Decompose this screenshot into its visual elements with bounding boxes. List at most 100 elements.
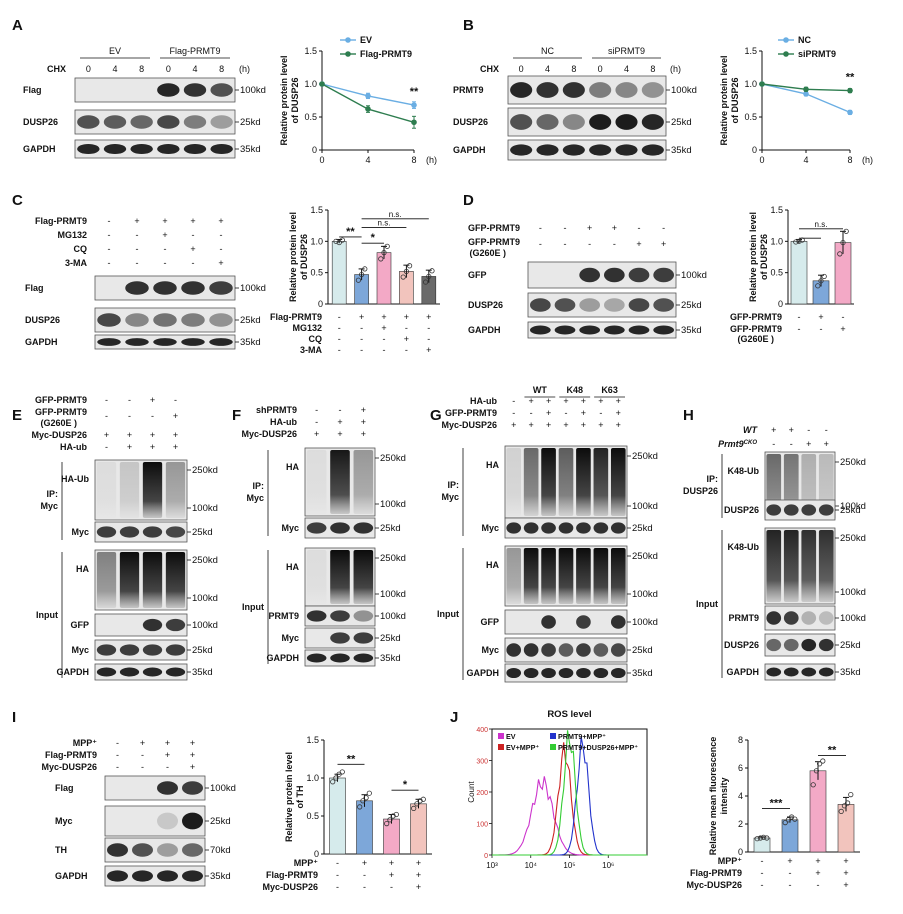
time-point: 4 xyxy=(192,64,197,74)
mw-marker: 100kd xyxy=(632,501,658,512)
treatment-sign: + xyxy=(581,396,586,406)
treatment-sign: + xyxy=(150,442,155,452)
mw-marker: 35kd xyxy=(240,144,261,155)
time-point: 8 xyxy=(650,64,655,74)
treatment-sign: - xyxy=(588,239,591,249)
treatment-label: Myc-DUSP26 xyxy=(41,762,97,772)
replicate-point xyxy=(366,790,372,796)
treatment-label: Myc-DUSP26 xyxy=(31,430,87,440)
treatment-sign: - xyxy=(136,258,139,268)
treatment-sign: + xyxy=(587,223,592,233)
y-tick-label: 0.5 xyxy=(306,811,319,821)
treatment-sign: - xyxy=(564,223,567,233)
blot-row-label: Myc xyxy=(55,816,73,826)
legend-swatch xyxy=(498,744,504,750)
x-treatment-sign: - xyxy=(427,334,430,344)
x-treatment-sign: - xyxy=(798,324,801,334)
y-tick-label: 100 xyxy=(476,822,488,829)
treatment-sign: - xyxy=(662,223,665,233)
mw-marker: 35kd xyxy=(671,145,692,156)
treatment-sign: + xyxy=(173,442,178,452)
treatment-sign: - xyxy=(105,442,108,452)
x-unit: (h) xyxy=(862,155,873,165)
treatment-sign: - xyxy=(141,762,144,772)
y-tick-label: 1.5 xyxy=(744,46,757,56)
x-treatment-label: GFP-PRMT9 xyxy=(730,312,782,322)
replicate-point xyxy=(333,775,339,781)
blot-strip xyxy=(527,321,677,339)
mw-marker: 100kd xyxy=(840,613,866,624)
condition-flag-prmt9: Flag-PRMT9 xyxy=(169,46,220,56)
mw-marker: 25kd xyxy=(840,640,861,651)
mw-marker: 35kd xyxy=(681,325,702,336)
mw-marker: 100kd xyxy=(240,85,266,96)
y-axis-label: Relative protein level xyxy=(279,55,289,145)
y-axis-label: intensity xyxy=(719,777,729,814)
blot-strip xyxy=(764,633,836,657)
replicate-point xyxy=(384,243,390,249)
x-treatment-sign: - xyxy=(360,334,363,344)
input-label: Input xyxy=(437,609,459,619)
replicate-point xyxy=(330,779,336,785)
histogram-curve xyxy=(491,776,647,856)
time-point: 4 xyxy=(112,64,117,74)
mw-marker: 100kd xyxy=(380,589,406,600)
blot-strip xyxy=(104,805,206,837)
treatment-sign: - xyxy=(220,244,223,254)
histogram-curve xyxy=(492,736,647,856)
x-treatment-sign: - xyxy=(338,345,341,355)
mw-marker: 25kd xyxy=(380,633,401,644)
x-treatment-sign: + xyxy=(359,312,364,322)
y-axis-label: Relative protein level xyxy=(284,752,294,842)
y-tick-label: 1.5 xyxy=(304,46,317,56)
y-axis-label: Relative protein level xyxy=(288,212,298,302)
blot-row-label: Myc xyxy=(481,523,499,533)
significance-label: ** xyxy=(410,86,419,98)
treatment-sign: - xyxy=(116,750,119,760)
treatment-sign: + xyxy=(616,396,621,406)
treatment-sign: + xyxy=(806,439,811,449)
legend-marker xyxy=(783,51,789,57)
blot-strip xyxy=(304,447,376,517)
x-treatment-label: Myc-DUSP26 xyxy=(686,880,742,890)
legend-label: EV+MPP⁺ xyxy=(506,743,539,752)
replicate-point xyxy=(816,761,823,767)
y-tick-label: 0 xyxy=(312,145,317,155)
blot-row-label: GAPDH xyxy=(25,337,58,347)
data-point xyxy=(803,91,809,97)
y-tick-label: 8 xyxy=(738,735,743,745)
x-treatment-sign: - xyxy=(427,323,430,333)
y-axis-label: Count xyxy=(467,781,476,803)
mw-marker: 250kd xyxy=(192,465,218,476)
treatment-label: HA-ub xyxy=(60,442,87,452)
treatment-sign: - xyxy=(638,223,641,233)
x-treatment-sign: - xyxy=(336,858,339,868)
blot-strip xyxy=(304,627,376,649)
blot-row-label: GAPDH xyxy=(56,667,89,677)
replicate-point xyxy=(393,811,399,818)
ip-label: IP: xyxy=(252,481,264,491)
treatment-sign: + xyxy=(824,439,829,449)
y-tick-label: 1.0 xyxy=(304,79,317,89)
blot-row-label: DUSP26 xyxy=(724,505,759,515)
treatment-sign: + xyxy=(616,408,621,418)
x-treatment-sign: - xyxy=(761,880,764,890)
treatment-sign: + xyxy=(546,396,551,406)
y-axis-label: of TH xyxy=(295,786,305,809)
y-tick-label: 1.0 xyxy=(744,79,757,89)
blot-strip xyxy=(94,663,188,681)
time-point: 0 xyxy=(519,64,524,74)
time-point: 0 xyxy=(86,64,91,74)
y-tick-label: 0 xyxy=(314,849,319,859)
y-tick-label: 200 xyxy=(476,790,488,797)
bar xyxy=(331,241,347,305)
mw-marker: 100kd xyxy=(192,593,218,604)
input-label: Input xyxy=(696,599,718,609)
condition-nc: NC xyxy=(541,46,554,56)
x-treatment-sign: - xyxy=(405,345,408,355)
y-tick-label: 0.5 xyxy=(310,268,323,278)
replicate-point xyxy=(821,273,827,280)
replicate-point xyxy=(815,283,821,289)
ip-label: IP: xyxy=(706,474,718,484)
